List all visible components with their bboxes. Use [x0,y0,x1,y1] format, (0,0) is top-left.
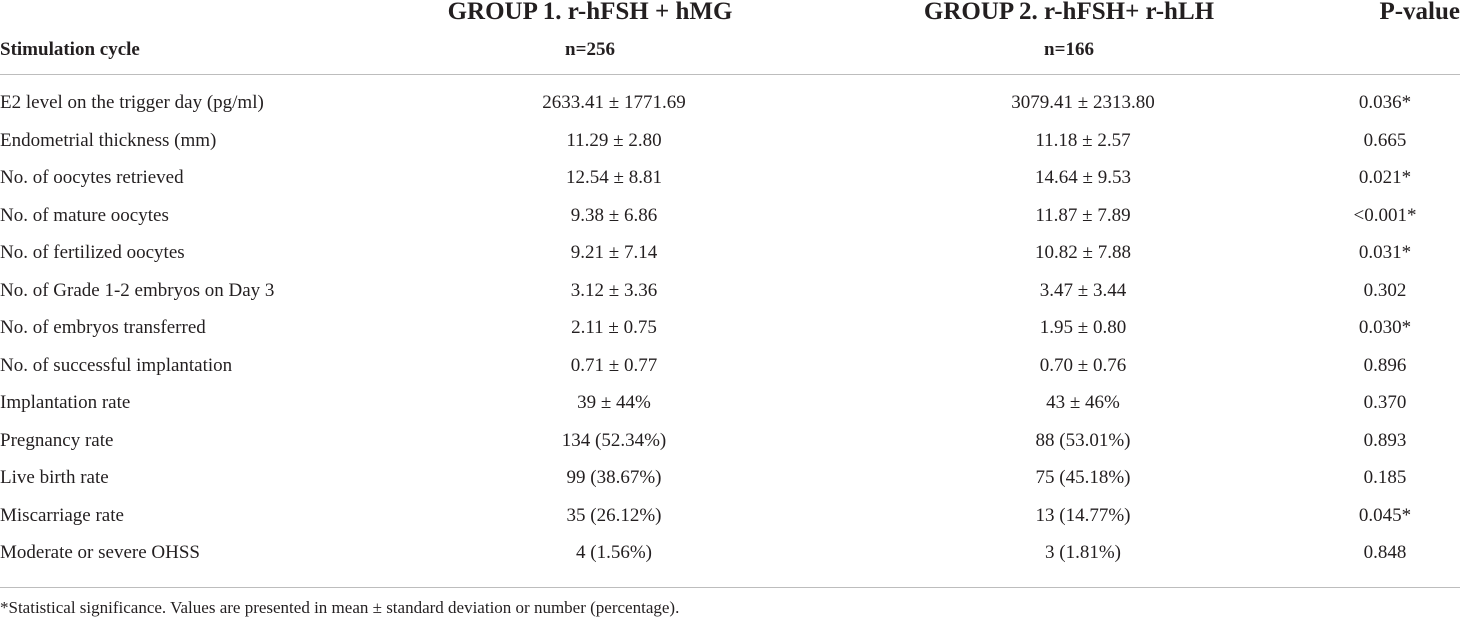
row-label: No. of successful implantation [0,354,233,376]
pvalue: 0.185 [1363,467,1407,488]
pvalue: 0.045* [1358,504,1412,526]
pvalue: 0.031* [1358,242,1412,263]
group1-value: 0.71 ± 0.77 [570,354,658,376]
pvalue: 0.893 [1363,429,1407,451]
group2-value: 11.18 ± 2.57 [1035,129,1131,151]
table-row: No. of successful implantation 0.71 ± 0.7… [0,347,1460,385]
group2-value: 3.47 ± 3.44 [1039,279,1127,301]
table-bottom-rule [0,587,1460,588]
group1-value: 39 ± 44% [577,392,651,413]
group2-value: 13 (14.77%) [1035,504,1131,526]
row-label: Miscarriage rate [0,504,124,526]
row-label: Implantation rate [0,392,131,413]
group2-value: 1.95 ± 0.80 [1039,317,1127,338]
table-header: GROUP 1. r-hFSH + hMG GROUP 2. r-hFSH+ r… [0,0,1460,75]
row-label: Moderate or severe OHSS [0,542,200,563]
group2-value: 11.87 ± 7.89 [1035,204,1131,226]
row-label: No. of fertilized oocytes [0,242,185,263]
group2-value: 75 (45.18%) [1035,467,1131,488]
row-label: No. of embryos transferred [0,317,206,338]
group1-sample-size: n=256 [565,39,615,60]
group1-value: 99 (38.67%) [566,467,662,488]
pvalue: 0.302 [1363,279,1407,301]
group1-value: 12.54 ± 8.81 [566,167,662,188]
table-row: Moderate or severe OHSS 4 (1.56%) 3 (1.81%… [0,534,1460,572]
group1-value: 9.38 ± 6.86 [570,204,658,226]
pvalue-title: P-value [1379,0,1460,25]
pvalue: <0.001* [1353,204,1417,226]
table-row: No. of mature oocytes 9.38 ± 6.86 11.87 ± … [0,197,1460,235]
group2-value: 88 (53.01%) [1035,429,1131,451]
table-row: Implantation rate 39 ± 44% 43 ± 46% 0.370 [0,384,1460,422]
group2-value: 3079.41 ± 2313.80 [1011,92,1155,113]
table-row: Miscarriage rate 35 (26.12%) 13 (14.77%) 0.… [0,497,1460,535]
row-label: Pregnancy rate [0,429,114,451]
table-row: No. of embryos transferred 2.11 ± 0.75 1.9… [0,309,1460,347]
row-label: No. of Grade 1-2 embryos on Day 3 [0,279,275,301]
table-row: No. of Grade 1-2 embryos on Day 3 3.12 ± … [0,272,1460,310]
table-body: E2 level on the trigger day (pg/ml) 2633.… [0,84,1460,572]
group1-title: GROUP 1. r-hFSH + hMG [447,0,733,25]
group2-title: GROUP 2. r-hFSH+ r-hLH [923,0,1215,25]
row-label: No. of oocytes retrieved [0,167,184,188]
table-row: Live birth rate 99 (38.67%) 75 (45.18%) 0.1… [0,459,1460,497]
group1-value: 134 (52.34%) [561,429,667,451]
pvalue: 0.896 [1363,354,1407,376]
group1-value: 2.11 ± 0.75 [571,317,657,338]
table-row: E2 level on the trigger day (pg/ml) 2633.… [0,84,1460,122]
group2-value: 3 (1.81%) [1045,542,1121,563]
pvalue: 0.036* [1358,92,1412,113]
pvalue: 0.848 [1363,542,1407,563]
pvalue: 0.021* [1358,167,1412,188]
group1-value: 3.12 ± 3.36 [570,279,658,301]
group1-value: 4 (1.56%) [576,542,652,563]
row-label: No. of mature oocytes [0,204,169,226]
group2-value: 14.64 ± 9.53 [1035,167,1131,188]
group1-value: 11.29 ± 2.80 [566,129,662,151]
row-label: Endometrial thickness (mm) [0,129,217,151]
table-row: Endometrial thickness (mm) 11.29 ± 2.80 11… [0,122,1460,160]
pvalue: 0.370 [1363,392,1407,413]
table-row: No. of oocytes retrieved 12.54 ± 8.81 14.6… [0,159,1460,197]
row-label: Live birth rate [0,467,109,488]
table-row: Pregnancy rate 134 (52.34%) 88 (53.01%) 0.8… [0,422,1460,460]
results-table: GROUP 1. r-hFSH + hMG GROUP 2. r-hFSH+ r… [0,0,1460,563]
group1-value: 9.21 ± 7.14 [570,242,658,263]
pvalue: 0.665 [1363,129,1407,151]
group2-sample-size: n=166 [1044,39,1094,60]
pvalue: 0.030* [1358,317,1412,338]
group2-value: 0.70 ± 0.76 [1039,354,1127,376]
table-row: No. of fertilized oocytes 9.21 ± 7.14 10.8… [0,234,1460,272]
group2-value: 10.82 ± 7.88 [1035,242,1131,263]
group1-value: 35 (26.12%) [566,504,662,526]
table-footnote: *Statistical significance. Values are pr… [0,598,680,617]
group1-value: 2633.41 ± 1771.69 [542,92,686,113]
group2-value: 43 ± 46% [1046,392,1120,413]
row-label-title: Stimulation cycle [0,39,140,60]
row-label: E2 level on the trigger day (pg/ml) [0,92,264,113]
